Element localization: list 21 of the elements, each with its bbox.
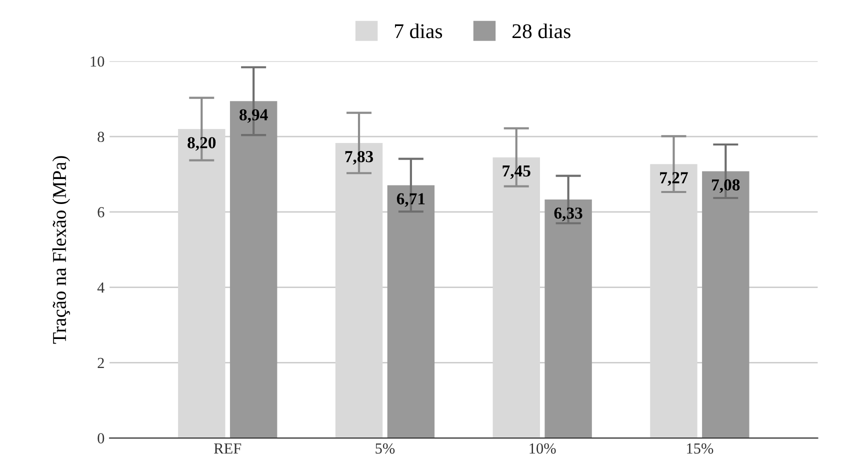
x-tick-label: 10% [530,443,556,454]
data-label: 8,94 [240,109,268,123]
y-tick-label: 10 [90,56,104,67]
data-label: 7,08 [712,179,740,193]
y-tick-label: 6 [98,207,104,218]
x-tick-label: REF [214,443,242,454]
y-tick-label: 4 [97,282,104,293]
data-label: 6,33 [554,208,582,222]
data-label: 8,20 [188,137,216,151]
data-label: 6,71 [396,193,425,207]
x-tick-label: 5% [376,443,395,454]
y-tick-label: 2 [98,358,104,368]
data-label: 7,45 [502,165,530,179]
y-tick-label: 0 [98,433,104,444]
x-tick-label: 15% [687,443,714,454]
y-tick-label: 8 [98,132,104,142]
y-axis-title: Tração na Flexão (MPa) [52,156,70,344]
legend-label: 7 dias [395,24,442,38]
data-label: 7,83 [345,151,374,165]
data-label: 7,27 [660,172,688,186]
legend-label: 28 dias [512,24,570,38]
